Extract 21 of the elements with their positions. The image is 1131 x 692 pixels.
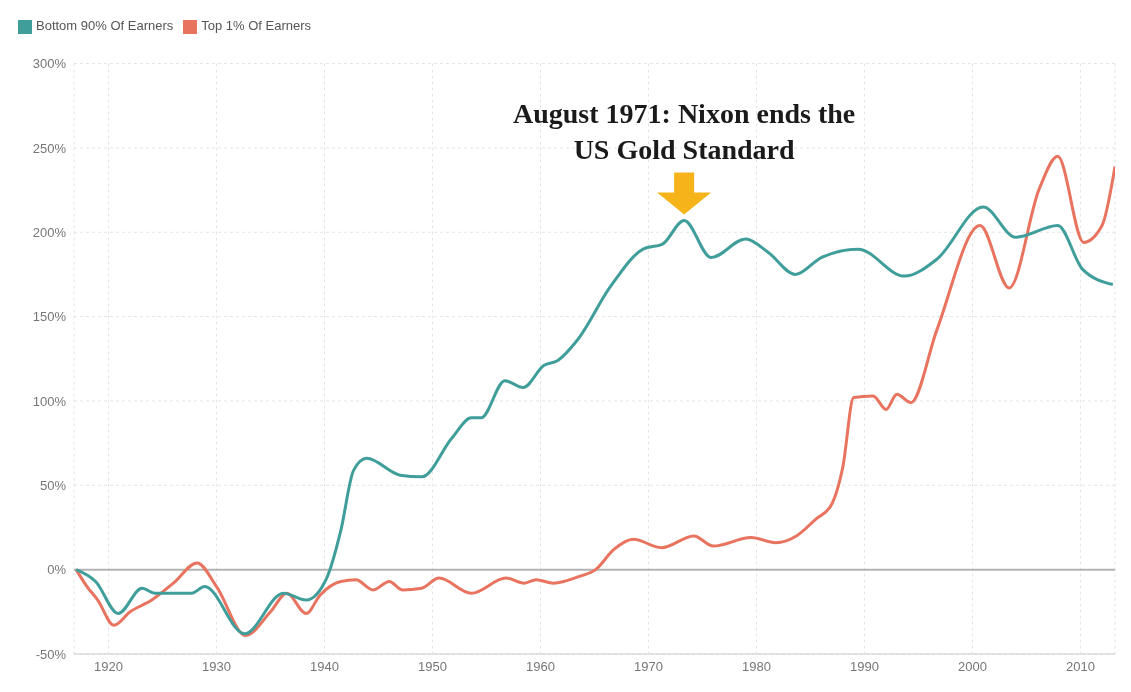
x-tick-label: 2010: [1065, 659, 1095, 675]
x-tick-label: 2000: [958, 659, 987, 675]
y-tick-label: 100%: [32, 393, 67, 409]
y-tick-label: 0%: [47, 562, 67, 578]
y-tick-label: -50%: [35, 646, 67, 662]
x-tick-label: 1950: [418, 659, 447, 675]
y-tick-label: 50%: [39, 477, 67, 493]
y-tick-label: 150%: [32, 309, 67, 325]
x-tick-label: 1920: [94, 659, 124, 675]
y-tick-label: 300%: [32, 56, 67, 72]
x-tick-label: 1980: [742, 659, 771, 675]
legend-label: Bottom 90% Of Earners: [36, 18, 174, 33]
y-tick-label: 250%: [32, 140, 67, 156]
x-tick-label: 1930: [202, 659, 231, 675]
x-tick-label: 1990: [850, 659, 879, 675]
annotation: August 1971: Nixon ends the US Gold Standard: [512, 97, 857, 168]
x-tick-label: 1960: [526, 659, 555, 675]
y-tick-label: 200%: [32, 224, 67, 240]
legend-label: Top 1% Of Earners: [201, 18, 312, 33]
x-tick-label: 1940: [310, 659, 339, 675]
x-tick-label: 1970: [634, 659, 663, 675]
